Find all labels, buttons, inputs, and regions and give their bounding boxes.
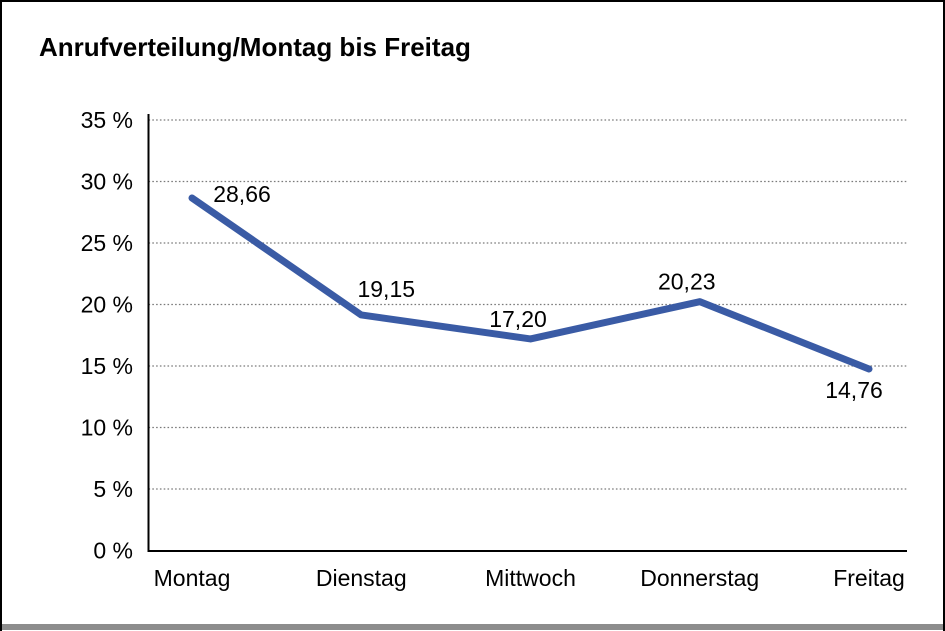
- data-point-label: 14,76: [825, 377, 883, 403]
- y-tick-label: 0 %: [93, 538, 133, 564]
- y-tick-label: 15 %: [81, 353, 133, 379]
- data-point-label: 28,66: [213, 181, 271, 207]
- x-tick-label: Donnerstag: [640, 565, 759, 591]
- y-tick-label: 30 %: [81, 169, 133, 195]
- y-tick-label: 20 %: [81, 292, 133, 318]
- x-tick-label: Freitag: [833, 565, 905, 591]
- y-tick-label: 25 %: [81, 230, 133, 256]
- data-point-label: 20,23: [658, 269, 716, 295]
- x-tick-label: Mittwoch: [485, 565, 576, 591]
- y-tick-label: 10 %: [81, 415, 133, 441]
- series-line: [188, 194, 873, 373]
- y-tick-label: 35 %: [81, 107, 133, 133]
- bottom-shadow-bar: [2, 624, 943, 630]
- x-tick-label: Dienstag: [316, 565, 407, 591]
- data-point-label: 17,20: [489, 306, 547, 332]
- data-point-label: 19,15: [357, 276, 415, 302]
- x-tick-label: Montag: [154, 565, 231, 591]
- y-tick-label: 5 %: [93, 476, 133, 502]
- chart-title: Anrufverteilung/Montag bis Freitag: [39, 32, 471, 62]
